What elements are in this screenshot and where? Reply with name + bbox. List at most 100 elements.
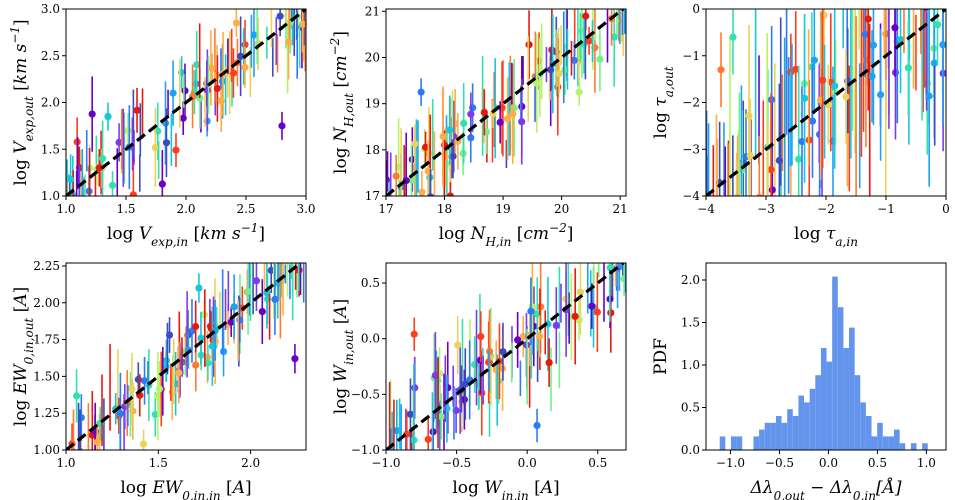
histogram-bar [865,416,872,450]
data-point [77,450,84,457]
x-tick-label: −2 [817,202,835,216]
x-tick-label: −1.0 [716,456,745,470]
y-tick-label: 2.00 [33,296,60,310]
data-point [576,288,585,296]
plot-area [66,9,306,203]
data-point [614,256,621,263]
x-tick-label: −3 [757,202,775,216]
chart-panel-2: 17 18 19 20 21 17 18 19 20 21 log NH,in [cm−2] log … [328,2,628,249]
data-point [571,312,579,320]
data-point [503,115,512,123]
data-point [81,196,88,203]
data-point [204,359,212,367]
x-tick-label: 0 [942,202,950,216]
data-point [510,104,518,112]
data-point [930,59,938,67]
data-point [411,384,419,392]
data-point [868,72,876,80]
histogram-bar [719,436,726,450]
identity-line [66,263,302,450]
axes-frame [385,262,627,451]
data-point [499,348,507,356]
x-tick-label: 0.5 [868,456,887,470]
data-point [795,155,803,163]
outlier-point [139,440,148,448]
y-tick-label: 0.5 [681,401,700,415]
data-point [116,410,125,418]
data-point [746,196,753,203]
data-point [411,140,419,148]
x-tick-label: 17 [378,202,393,216]
data-point [297,256,304,263]
data-point [158,180,166,188]
data-point [480,108,488,117]
data-point [134,375,142,384]
data-point [81,196,88,203]
y-tick-label: −1.0 [351,443,380,457]
x-tick-label: 1.5 [149,456,168,470]
data-point [208,342,216,350]
x-tick-label: 21 [613,202,628,216]
data-point [407,176,416,184]
data-point [263,289,271,297]
data-point [193,61,201,69]
data-point [509,110,517,118]
data-point [555,69,563,78]
y-tick-label: 2.5 [41,49,60,63]
x-tick-label: 0.5 [588,456,607,470]
x-tick-label: −1 [877,202,895,216]
data-point [869,41,878,49]
histogram-bar [871,436,878,450]
data-point [460,119,468,127]
x-tick-label: 19 [495,202,510,216]
axes-frame [705,262,947,451]
x-tick-label: 3.0 [296,202,315,216]
histogram-bar [787,409,793,450]
histogram-bar [922,443,928,450]
histogram-bar [730,436,737,450]
data-point [613,2,620,9]
x-axis-label: Δλ0,out − Δλ0,in[Å] [750,477,902,500]
x-tick-label: −0.5 [765,456,794,470]
data-point [271,295,279,303]
data-point [155,385,164,393]
y-axis-label: log τa,out [651,66,676,138]
data-point [282,256,289,263]
data-point [535,332,544,340]
data-point [454,341,462,349]
data-point [518,118,526,126]
histogram-bar [759,429,765,450]
x-tick-label: −0.5 [442,456,471,470]
data-point [733,196,740,203]
data-point [168,388,176,396]
data-point [533,79,541,87]
data-point [76,196,83,203]
y-tick-label: −0.5 [351,387,380,401]
data-point [446,126,454,134]
data-point [213,84,221,93]
histogram-bar [854,375,861,450]
data-point [115,138,123,146]
outlier-point [446,192,454,196]
outlier-point [278,122,286,130]
data-point [478,389,486,397]
data-point [900,2,907,9]
histogram-bar [910,443,917,450]
y-axis-label: log Vexp,out [km s−1] [8,19,36,185]
data-point [397,196,404,203]
y-tick-label: 19 [365,97,380,111]
data-point [237,52,245,60]
x-axis-label: log EW0,in,in [A] [120,478,251,500]
x-tick-label: 1.5 [116,202,135,216]
data-point [606,264,614,272]
data-point [831,82,839,90]
histogram-bar [820,348,827,450]
data-point [93,438,101,446]
chart-panel-1: 1.0 1.5 2.0 2.5 3.0 1.0 1.5 2.0 2.5 3.0 log Vexp,i… [8,2,316,249]
histogram-bar [877,422,883,450]
data-point [609,256,616,263]
data-point [461,380,469,388]
data-point [72,392,81,400]
data-point [192,361,200,369]
y-tick-label: 20 [365,50,380,64]
